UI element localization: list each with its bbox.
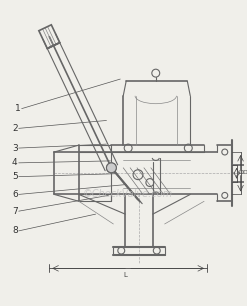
Text: D: D [239, 170, 244, 175]
Text: 3: 3 [12, 144, 18, 153]
Text: 5: 5 [12, 172, 18, 181]
Text: L: L [123, 272, 127, 278]
Circle shape [106, 163, 116, 173]
Text: 2: 2 [12, 124, 18, 133]
Circle shape [106, 163, 116, 173]
Text: 6: 6 [12, 190, 18, 199]
Text: ©CheckValve.com: ©CheckValve.com [83, 189, 173, 200]
Text: D: D [243, 170, 247, 175]
Text: 1: 1 [15, 104, 21, 113]
Text: 4: 4 [12, 159, 18, 167]
Text: 8: 8 [12, 226, 18, 235]
Text: 7: 7 [12, 207, 18, 216]
